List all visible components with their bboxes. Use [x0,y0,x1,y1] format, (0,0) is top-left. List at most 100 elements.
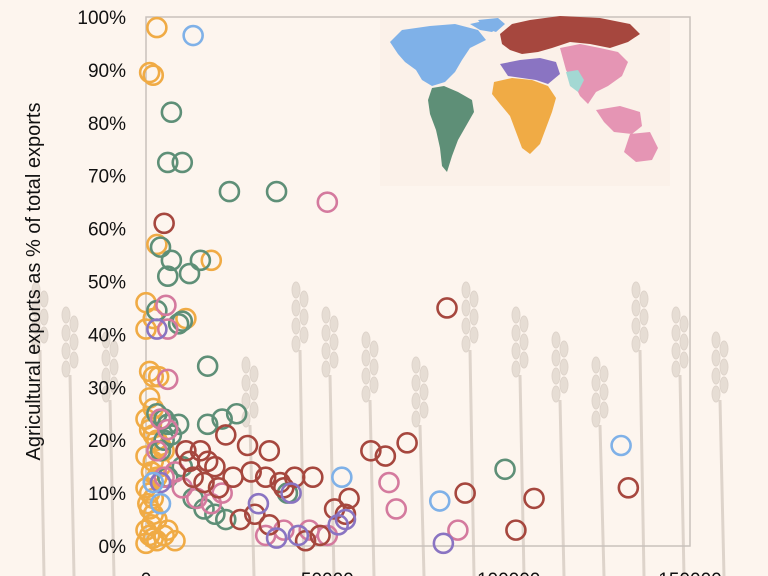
y-tick-label: 60% [88,220,126,241]
wheat-stalk [591,356,609,576]
scatter-point [146,16,168,39]
scatter-point [204,503,226,526]
scatter-point [338,487,360,510]
scatter-point [171,151,194,174]
scatter-point [360,439,382,462]
scatter-point [236,434,259,457]
wheat-stalk [61,306,79,576]
scatter-point [138,61,161,84]
scatter-point [160,101,183,124]
scatter-point [211,408,233,430]
scatter-point [156,519,179,541]
scatter-point [178,262,201,285]
x-tick-label: 0 [141,570,152,576]
scatter-point [265,180,288,203]
scatter-point [147,365,170,388]
scatter-point [138,498,161,520]
map-north-america [390,20,500,86]
scatter-point [182,466,204,489]
scatter-point [155,294,177,317]
scatter-point [225,402,248,425]
scatter-point [309,524,331,547]
map-middle-east [500,58,560,84]
scatter-point [146,318,168,340]
scatter-point [229,508,252,531]
scatter-point [175,439,197,462]
y-axis-tick-labels: 0% 10% 20% 30% 40% 50% 60% 70% 80% 90% 100% [77,8,126,558]
scatter-point [378,471,400,494]
scatter-point [254,466,277,489]
scatter-point [149,471,172,494]
scatter-point [207,477,230,499]
y-axis-title: Agricultural exports as % of total expor… [23,103,45,461]
scatter-point [135,532,157,555]
scatter-point [211,482,233,504]
x-tick-label: 50000 [301,570,354,576]
scatter-point [610,434,632,457]
wheat-stalk [461,281,479,576]
scatter-point [153,212,175,235]
scatter-point [146,233,168,256]
scatter-point [428,490,451,512]
scatter-point [396,432,418,454]
scatter-point [135,318,157,340]
scatter-point [149,408,172,430]
scatter-point [258,439,281,462]
y-tick-label: 0% [99,537,127,558]
scatter-point [218,180,241,203]
scatter-point [214,424,237,446]
x-tick-label: 150000 [658,570,721,576]
scatter-point [156,368,179,391]
scatter-point [204,455,226,478]
scatter-point [142,365,165,388]
scatter-point [193,471,215,494]
y-tick-label: 50% [88,273,126,294]
y-tick-label: 40% [88,325,126,346]
y-tick-label: 70% [88,167,126,188]
scatter-point [153,524,175,547]
map-south-america [428,86,474,172]
wheat-stalk [631,281,649,576]
scatter-point [156,265,179,288]
scatter-point [385,498,408,520]
map-south-asia [566,70,584,92]
scatter-point [240,461,262,483]
scatter-point [178,450,201,473]
scatter-points [135,16,640,555]
map-greenland [478,18,505,32]
scatter-point [247,492,270,515]
map-africa [492,78,556,154]
plot-area [145,16,691,547]
map-europe-north-asia [500,16,640,54]
scatter-point [164,529,186,552]
scatter-point [447,519,469,541]
map-east-asia [560,44,658,162]
world-map-legend [380,16,670,186]
scatter-point [494,458,516,481]
y-tick-label: 100% [77,8,126,29]
scatter-point [432,532,455,555]
wheat-stalk [241,356,259,576]
scatter-point [196,413,219,436]
scatter-point [334,508,357,531]
scatter-point [189,249,212,272]
scatter-point [244,503,266,526]
scatter-point [156,418,179,441]
wheat-background-decoration [31,281,729,576]
wheat-stalk [31,281,49,576]
wheat-stalk [711,331,729,576]
wheat-stalk [361,331,379,576]
scatter-point [153,429,175,452]
scatter-point [265,527,288,549]
scatter-point [280,482,302,504]
x-axis-tick-labels: 0 50000 100000 150000 [141,570,722,576]
scatter-point [146,439,168,462]
scatter-point [523,487,545,510]
scatter-point [258,514,281,536]
scatter-point [153,466,175,489]
scatter-point [149,236,172,258]
scatter-point [156,151,179,174]
scatter-point [334,503,357,526]
scatter-point [200,249,223,272]
